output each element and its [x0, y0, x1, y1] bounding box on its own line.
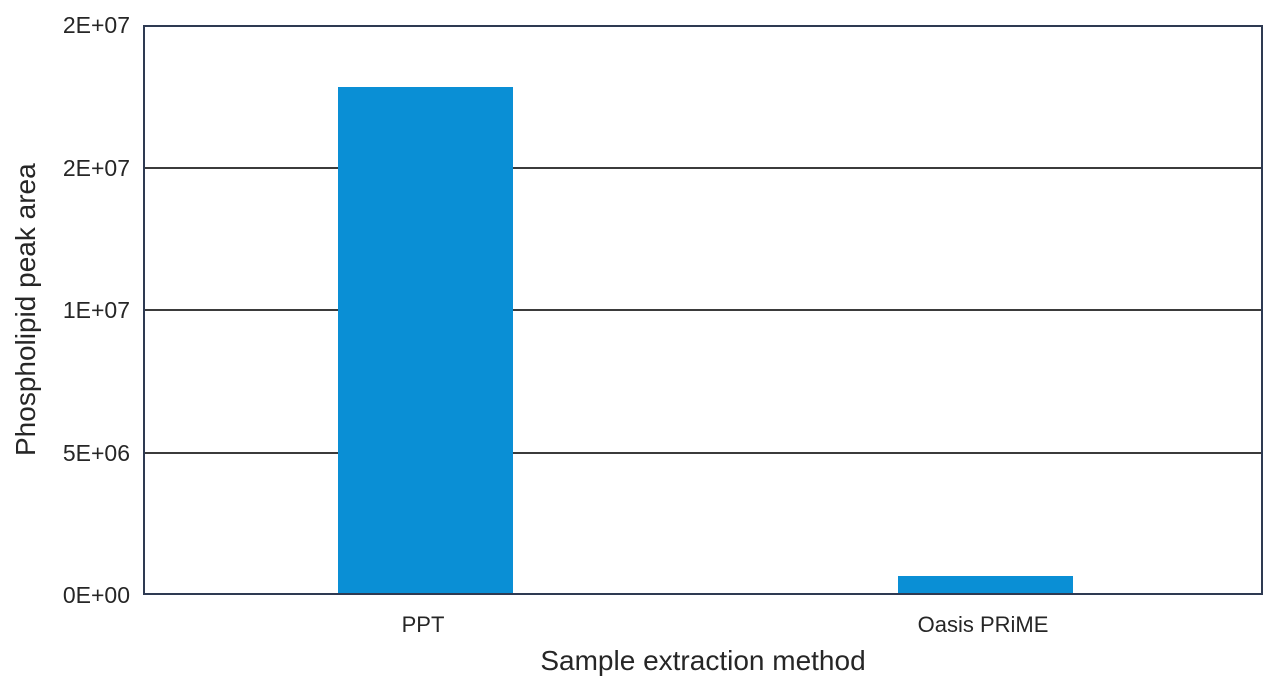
- x-category-label: Oasis PRiME: [917, 612, 1049, 637]
- bar-ppt: [337, 87, 513, 593]
- gridline: [145, 166, 1261, 169]
- x-category-label: PPT: [401, 612, 445, 637]
- x-axis-title: Sample extraction method: [540, 645, 866, 676]
- plot-area: [143, 25, 1263, 595]
- y-tick-label: 5E+06: [62, 439, 130, 466]
- y-tick-label: 2E+07: [62, 12, 130, 38]
- gridline: [145, 309, 1261, 311]
- y-tick-label: 2E+07: [62, 154, 130, 181]
- gridline: [145, 451, 1261, 454]
- bar-oasis-prime: [897, 575, 1073, 593]
- y-tick-label: 1E+07: [62, 297, 130, 323]
- y-tick-label: 0E+00: [62, 582, 130, 608]
